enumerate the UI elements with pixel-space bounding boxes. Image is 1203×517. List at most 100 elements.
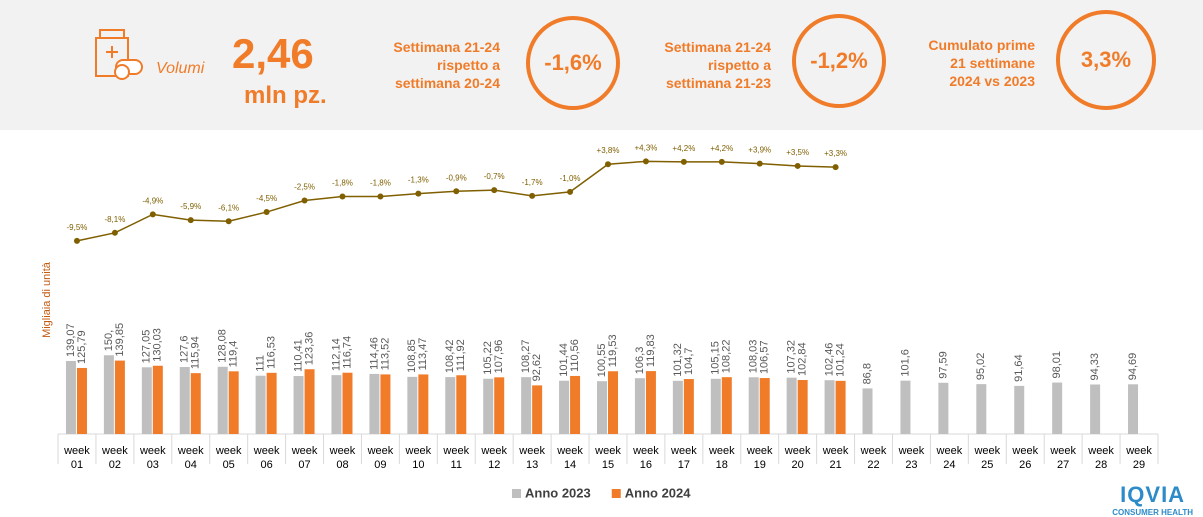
data-label: -6,1% [218,203,239,212]
data-label: -0,9% [446,173,467,182]
bar [380,374,391,434]
x-tick-label: week 16 [633,445,659,471]
legend-swatch [512,489,521,498]
data-label: 101,6 [899,349,911,377]
bar [114,360,125,434]
x-tick-label: week 17 [671,445,697,471]
bar [608,371,618,434]
data-label: 107,32 [786,340,798,374]
x-tick-label: week 03 [139,445,166,471]
data-label: 104,7 [683,348,695,376]
kpi-line: rispetto a [436,57,500,73]
data-label: 101,44 [558,343,570,377]
data-label: -1,3% [408,176,429,185]
data-label: 106,57 [759,340,771,374]
bar [494,377,505,434]
bar [976,384,987,434]
data-label: +4,2% [672,144,695,153]
kpi-line: settimana 21-23 [665,75,771,91]
data-label: 98,01 [1051,351,1063,379]
data-label: 123,36 [303,332,315,366]
data-label: 111,92 [455,339,467,371]
line-marker [794,162,801,169]
data-label: -1,0% [560,174,581,183]
kpi-line: 21 settimane [950,55,1035,71]
x-tick-label: week 18 [708,445,735,471]
data-label: 113,52 [379,338,391,371]
bar [304,369,315,434]
data-label: 139,07 [65,323,77,357]
data-label: 115,94 [190,336,202,369]
bar [559,380,570,434]
data-label: +3,8% [597,146,620,155]
bar [521,377,532,434]
kpi-line: rispetto a [707,57,771,73]
data-label: 102,84 [797,342,809,376]
bar [786,377,797,434]
x-tick-label: week 06 [253,445,280,471]
data-label: 113,47 [417,338,429,371]
line-marker [149,211,156,218]
bar [190,373,201,434]
x-tick-label: week 25 [974,445,1001,471]
bar [683,379,694,434]
data-label: 101,32 [672,343,684,377]
bar [152,365,163,434]
bar [710,378,721,434]
data-label: 92,62 [531,354,543,382]
data-label: 95,02 [975,353,987,381]
kpi-text: Settimana 21-24 rispetto a settimana 21-… [664,38,771,92]
data-label: +3,5% [786,148,809,157]
data-label: -0,7% [484,172,505,181]
x-tick-label: week 09 [367,445,394,471]
data-label: 100,55 [596,344,608,378]
data-label: 110,56 [569,339,581,372]
bar [938,382,949,434]
data-label: 116,53 [266,336,278,369]
legend-label: Anno 2023 [525,485,591,500]
x-tick-label: week 27 [1050,445,1077,471]
kpi-line: 2024 vs 2023 [949,73,1035,89]
data-label: +3,3% [824,149,847,158]
x-tick-label: week 04 [177,445,204,471]
data-label: -9,5% [67,223,88,232]
data-label: 110,41 [292,339,304,372]
bar [217,366,228,434]
bar [445,377,456,434]
bar [103,355,114,434]
line-marker [415,190,422,197]
bar [570,375,581,434]
bar [645,371,656,434]
bar [369,373,380,434]
bar [759,378,770,434]
kpi-text: Settimana 21-24 rispetto a settimana 20-… [393,38,500,92]
x-tick-label: week 28 [1088,445,1114,471]
data-label: 125,79 [76,330,88,364]
legend-label: Anno 2024 [625,485,692,500]
line-marker [73,237,80,244]
data-label: 119,83 [645,334,657,367]
line-marker [339,193,346,200]
bar [1128,384,1139,434]
bar [1014,385,1025,434]
bar [797,380,808,434]
x-tick-label: week 15 [595,445,621,471]
data-label: -1,7% [522,178,543,187]
volumi-label: Volumi [156,60,205,77]
bar [65,360,76,434]
data-label: 97,59 [937,351,949,379]
bar [597,381,607,434]
kpi-circle: 3,3% [1056,10,1156,110]
bar [1052,382,1063,434]
kpi-circle: -1,6% [526,16,620,110]
data-label: 127,6 [179,335,191,363]
x-tick-label: week 07 [291,445,318,471]
bar [331,375,342,434]
line-marker [263,209,270,216]
bar [293,376,304,434]
kpi-line: Cumulato prime [928,37,1035,53]
data-label: -4,5% [256,194,277,203]
x-tick-label: week 19 [746,445,773,471]
